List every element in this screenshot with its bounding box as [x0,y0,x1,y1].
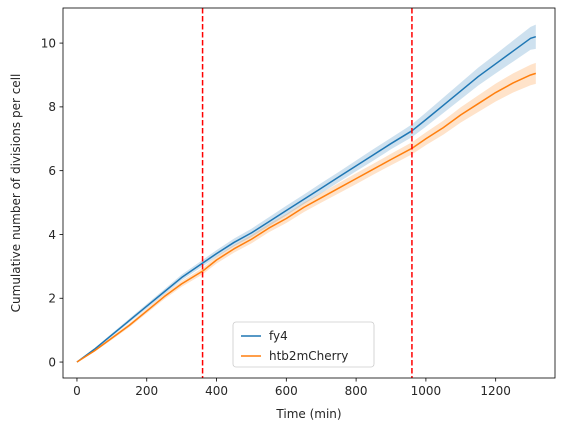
y-tick-label: 4 [48,228,56,242]
x-tick-label: 1000 [411,384,442,398]
y-tick-label: 2 [48,292,56,306]
x-tick-label: 800 [345,384,368,398]
x-axis-label: Time (min) [275,407,341,421]
legend-label-htb2mcherry: htb2mCherry [269,349,348,363]
legend-label-fy4: fy4 [269,329,288,343]
y-tick-label: 8 [48,100,56,114]
x-tick-label: 200 [135,384,158,398]
legend: fy4 htb2mCherry [233,322,374,367]
y-axis-label: Cumulative number of divisions per cell [9,74,23,313]
x-tick-label: 600 [275,384,298,398]
x-tick-label: 400 [205,384,228,398]
x-tick-label: 1200 [480,384,511,398]
y-tick-label: 6 [48,164,56,178]
y-tick-label: 0 [48,355,56,369]
y-tick-label: 10 [41,36,56,50]
x-tick-label: 0 [73,384,81,398]
